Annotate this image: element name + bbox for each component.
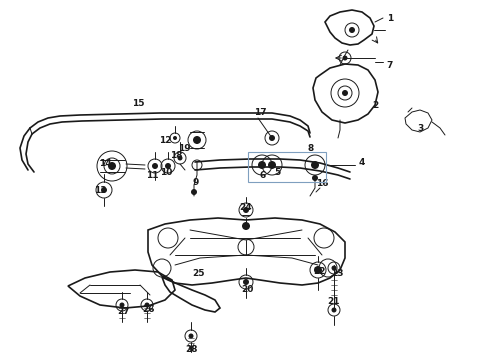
Text: 12: 12 bbox=[159, 135, 171, 144]
Circle shape bbox=[243, 279, 249, 285]
Circle shape bbox=[193, 136, 201, 144]
Text: 7: 7 bbox=[387, 60, 393, 69]
Text: 9: 9 bbox=[193, 177, 199, 186]
Text: 19: 19 bbox=[178, 144, 190, 153]
Circle shape bbox=[332, 307, 337, 312]
Bar bbox=[248, 152, 326, 182]
Text: 21: 21 bbox=[327, 297, 339, 306]
Text: 25: 25 bbox=[192, 270, 204, 279]
Circle shape bbox=[332, 266, 337, 270]
Text: 20: 20 bbox=[241, 285, 253, 294]
Text: 10: 10 bbox=[160, 167, 172, 176]
Circle shape bbox=[258, 161, 266, 169]
Circle shape bbox=[343, 55, 347, 60]
Text: 18: 18 bbox=[170, 150, 182, 159]
Circle shape bbox=[108, 162, 116, 170]
Text: 27: 27 bbox=[118, 306, 130, 315]
Text: 1: 1 bbox=[387, 14, 393, 23]
Text: 26: 26 bbox=[142, 306, 154, 315]
Text: 2: 2 bbox=[372, 100, 378, 109]
Circle shape bbox=[268, 161, 276, 169]
Circle shape bbox=[312, 175, 318, 181]
Circle shape bbox=[342, 90, 348, 96]
Circle shape bbox=[314, 266, 322, 274]
Text: 24: 24 bbox=[240, 202, 252, 212]
Circle shape bbox=[243, 207, 249, 213]
Text: 6: 6 bbox=[260, 171, 266, 180]
Circle shape bbox=[152, 163, 158, 169]
Text: 11: 11 bbox=[146, 171, 158, 180]
Circle shape bbox=[269, 135, 275, 141]
Text: 15: 15 bbox=[132, 99, 144, 108]
Circle shape bbox=[349, 27, 355, 33]
Text: 8: 8 bbox=[308, 144, 314, 153]
Circle shape bbox=[191, 189, 197, 195]
Circle shape bbox=[242, 222, 250, 230]
Text: 28: 28 bbox=[185, 345, 197, 354]
Circle shape bbox=[173, 136, 177, 140]
Text: 17: 17 bbox=[254, 108, 266, 117]
Circle shape bbox=[145, 302, 149, 307]
Text: 3: 3 bbox=[417, 123, 423, 132]
Circle shape bbox=[165, 163, 171, 169]
Circle shape bbox=[120, 302, 124, 307]
Circle shape bbox=[311, 161, 319, 169]
Text: 23: 23 bbox=[331, 269, 343, 278]
Text: 4: 4 bbox=[359, 158, 365, 166]
Text: 5: 5 bbox=[274, 167, 280, 176]
Text: 13: 13 bbox=[94, 185, 106, 194]
Text: 16: 16 bbox=[316, 179, 328, 188]
Text: 14: 14 bbox=[98, 158, 111, 167]
Circle shape bbox=[101, 187, 107, 193]
Text: 22: 22 bbox=[314, 266, 326, 275]
Circle shape bbox=[189, 333, 194, 338]
Circle shape bbox=[177, 156, 182, 161]
